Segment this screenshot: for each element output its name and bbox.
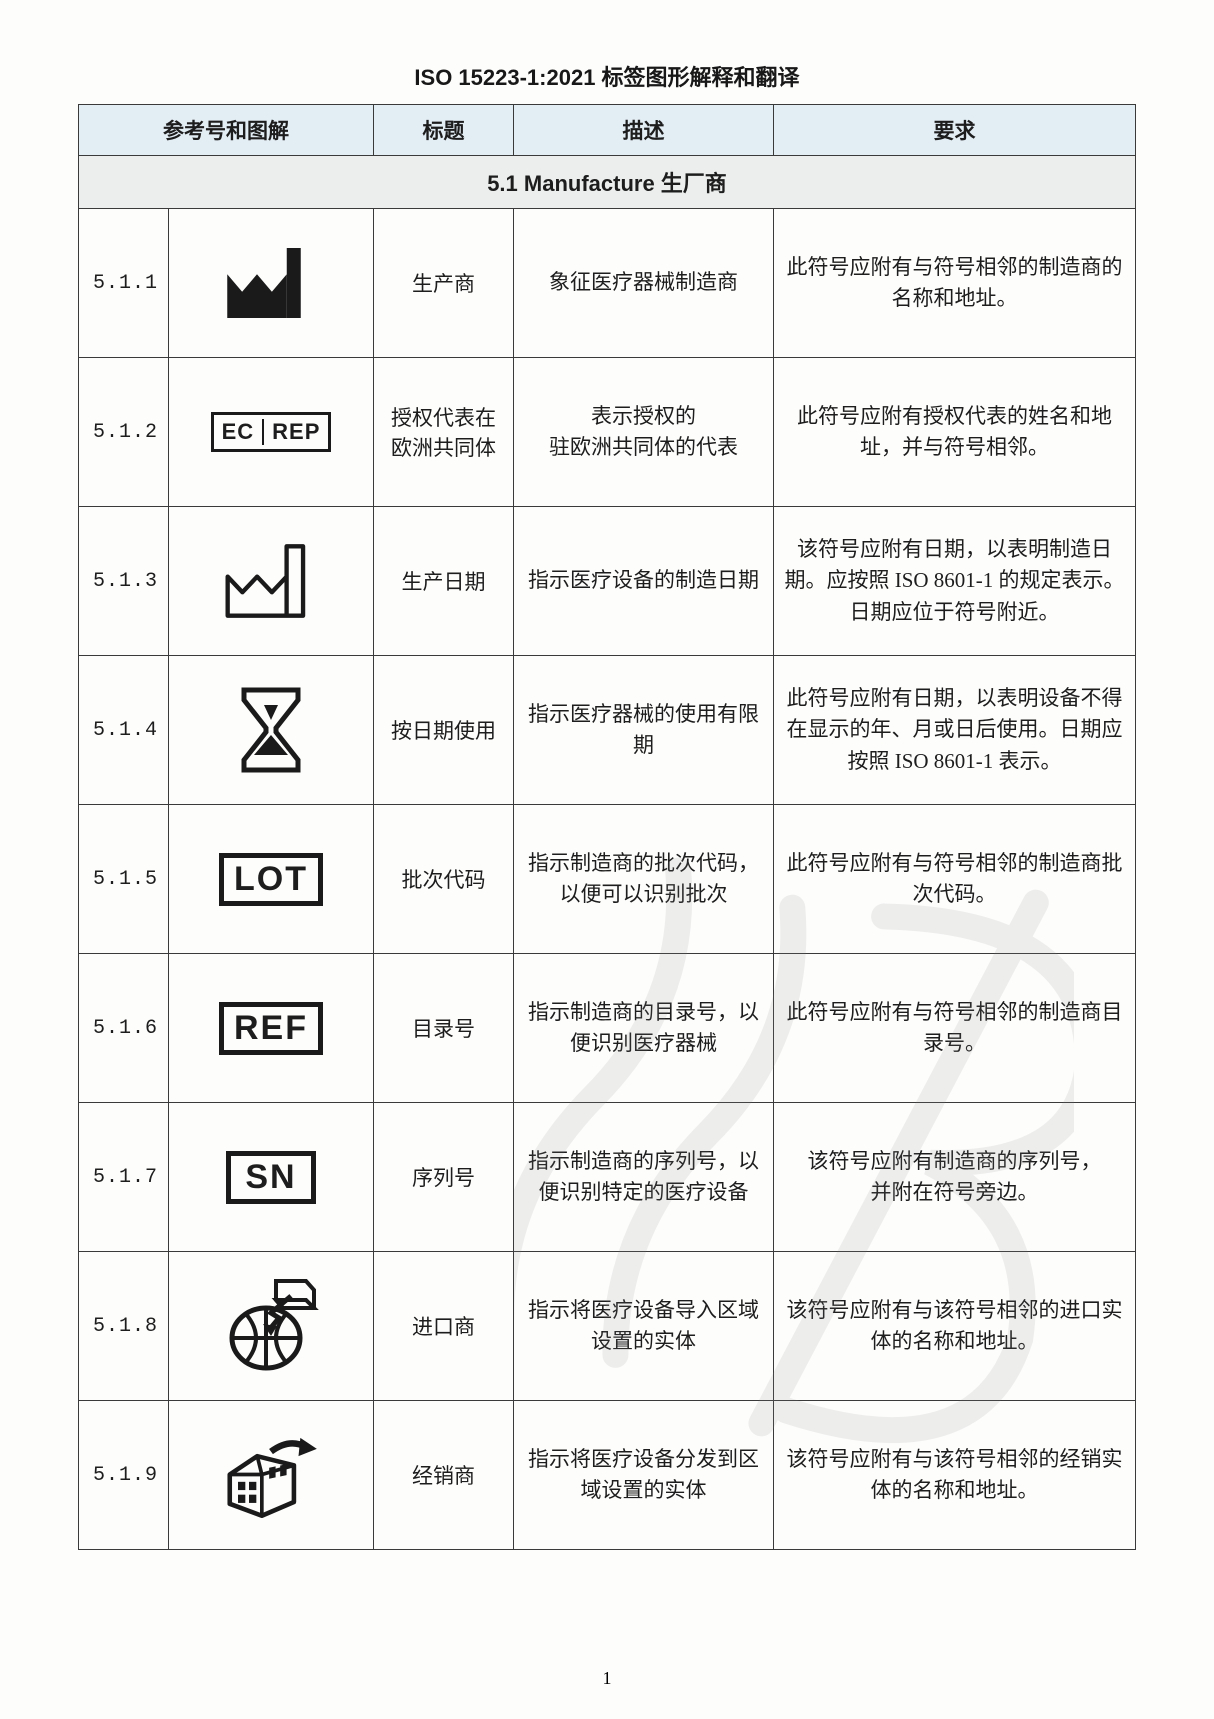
symbol-cell: [169, 1252, 374, 1401]
row-req: 此符号应附有与符号相邻的制造商批次代码。: [774, 805, 1136, 954]
hourglass-icon: [206, 678, 336, 783]
row-title: 序列号: [374, 1103, 514, 1252]
row-req: 该符号应附有与该符号相邻的经销实体的名称和地址。: [774, 1401, 1136, 1550]
symbol-cell: EC REP: [169, 358, 374, 507]
row-title: 生产商: [374, 209, 514, 358]
symbol-cell: [169, 656, 374, 805]
col-title-header: 标题: [374, 105, 514, 156]
table-row: 5.1.5 LOT 批次代码 指示制造商的批次代码，以便可以识别批次 此符号应附…: [79, 805, 1136, 954]
mfg-date-icon: [206, 529, 336, 634]
row-title: 生产日期: [374, 507, 514, 656]
row-req: 该符号应附有制造商的序列号，并附在符号旁边。: [774, 1103, 1136, 1252]
row-desc: 指示制造商的批次代码，以便可以识别批次: [514, 805, 774, 954]
symbols-table: 参考号和图解 标题 描述 要求 5.1 Manufacture 生厂商 5.1.…: [78, 104, 1136, 1550]
col-req-header: 要求: [774, 105, 1136, 156]
row-desc: 指示将医疗设备分发到区域设置的实体: [514, 1401, 774, 1550]
ref-number: 5.1.4: [79, 656, 169, 805]
row-desc: 表示授权的驻欧洲共同体的代表: [514, 358, 774, 507]
row-title: 经销商: [374, 1401, 514, 1550]
symbol-cell: SN: [169, 1103, 374, 1252]
lot-icon: LOT: [206, 827, 336, 932]
table-row: 5.1.1 生产商 象征医疗器械制造商 此符号应附有与符号相邻的制造商的名称和地…: [79, 209, 1136, 358]
row-title: 授权代表在欧洲共同体: [374, 358, 514, 507]
table-row: 5.1.3 生产日期 指示医疗设备的制造日期 该符号应附有日期，以表明制造日期。…: [79, 507, 1136, 656]
col-desc-header: 描述: [514, 105, 774, 156]
symbol-cell: [169, 209, 374, 358]
row-title: 按日期使用: [374, 656, 514, 805]
table-row: 5.1.6 REF 目录号 指示制造商的目录号，以便识别医疗器械 此符号应附有与…: [79, 954, 1136, 1103]
symbol-cell: LOT: [169, 805, 374, 954]
row-title: 目录号: [374, 954, 514, 1103]
manufacturer-icon: [206, 231, 336, 336]
col-ref-header: 参考号和图解: [79, 105, 374, 156]
row-desc: 指示将医疗设备导入区域设置的实体: [514, 1252, 774, 1401]
ref-number: 5.1.9: [79, 1401, 169, 1550]
row-title: 批次代码: [374, 805, 514, 954]
ref-number: 5.1.7: [79, 1103, 169, 1252]
table-row: 5.1.8 进口商 指示将医疗设备导入区域设置的实体 该符号应附有与该符号相邻的…: [79, 1252, 1136, 1401]
document-title: ISO 15223-1:2021 标签图形解释和翻译: [78, 60, 1136, 92]
row-title: 进口商: [374, 1252, 514, 1401]
page-number: 1: [0, 1668, 1214, 1689]
row-desc: 指示医疗器械的使用有限期: [514, 656, 774, 805]
distributor-icon: [206, 1422, 336, 1527]
row-req: 此符号应附有与符号相邻的制造商的名称和地址。: [774, 209, 1136, 358]
document-page: ISO 15223-1:2021 标签图形解释和翻译 参考号和图解 标题 描述 …: [0, 0, 1214, 1719]
ref-number: 5.1.5: [79, 805, 169, 954]
table-row: 5.1.2 EC REP 授权代表在欧洲共同体 表示授权的驻欧洲共同体的代表 此…: [79, 358, 1136, 507]
row-desc: 象征医疗器械制造商: [514, 209, 774, 358]
table-header-row: 参考号和图解 标题 描述 要求: [79, 105, 1136, 156]
ref-number: 5.1.6: [79, 954, 169, 1103]
section-title: 5.1 Manufacture 生厂商: [79, 156, 1136, 209]
row-req: 此符号应附有与符号相邻的制造商目录号。: [774, 954, 1136, 1103]
table-row: 5.1.7 SN 序列号 指示制造商的序列号，以便识别特定的医疗设备 该符号应附…: [79, 1103, 1136, 1252]
ref-icon: REF: [206, 976, 336, 1081]
symbol-cell: [169, 507, 374, 656]
sn-icon: SN: [206, 1125, 336, 1230]
row-req: 此符号应附有日期，以表明设备不得在显示的年、月或日后使用。日期应按照 ISO 8…: [774, 656, 1136, 805]
table-row: 5.1.9 经销商 指示将医疗设备分发到区域设置的实体 该符号应附有与该符号相邻…: [79, 1401, 1136, 1550]
ref-number: 5.1.2: [79, 358, 169, 507]
row-req: 此符号应附有授权代表的姓名和地址，并与符号相邻。: [774, 358, 1136, 507]
symbol-cell: REF: [169, 954, 374, 1103]
table-row: 5.1.4 按日期使用 指示医疗器械的使用有限期 此符号应附有日期，以表明设备不…: [79, 656, 1136, 805]
row-desc: 指示医疗设备的制造日期: [514, 507, 774, 656]
ref-number: 5.1.3: [79, 507, 169, 656]
ref-number: 5.1.8: [79, 1252, 169, 1401]
symbol-cell: [169, 1401, 374, 1550]
row-desc: 指示制造商的目录号，以便识别医疗器械: [514, 954, 774, 1103]
row-req: 该符号应附有日期，以表明制造日期。应按照 ISO 8601-1 的规定表示。日期…: [774, 507, 1136, 656]
ref-number: 5.1.1: [79, 209, 169, 358]
section-row: 5.1 Manufacture 生厂商: [79, 156, 1136, 209]
row-req: 该符号应附有与该符号相邻的进口实体的名称和地址。: [774, 1252, 1136, 1401]
row-desc: 指示制造商的序列号，以便识别特定的医疗设备: [514, 1103, 774, 1252]
ec-rep-icon: EC REP: [206, 380, 336, 485]
importer-icon: [206, 1273, 336, 1378]
